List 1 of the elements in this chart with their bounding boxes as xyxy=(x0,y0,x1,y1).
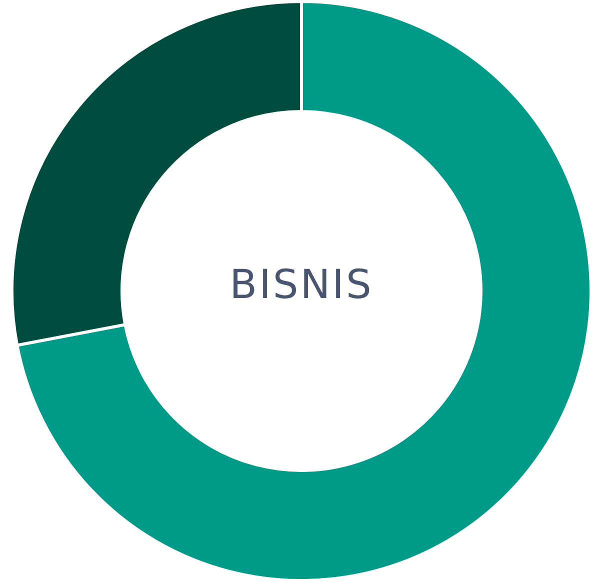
text: BISNIS xyxy=(228,262,374,308)
